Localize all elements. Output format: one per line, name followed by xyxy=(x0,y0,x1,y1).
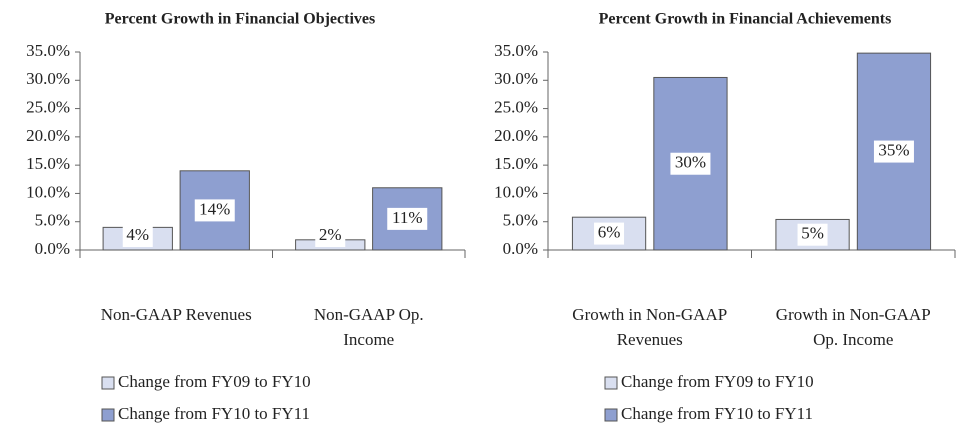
value-label: 14% xyxy=(199,199,230,218)
chart-title: Percent Growth in Financial Objectives xyxy=(105,11,375,28)
x-tick-label: Growth in Non-GAAP Revenues xyxy=(572,305,727,349)
legend-label: Change from FY10 to FY11 xyxy=(621,404,813,423)
y-tick-label: 0.0% xyxy=(503,239,538,258)
value-label: 35% xyxy=(878,140,909,159)
value-label-box xyxy=(122,225,153,247)
value-label: 2% xyxy=(319,225,342,244)
legend-label: Change from FY10 to FY11 xyxy=(118,404,310,423)
value-label-box xyxy=(797,223,828,246)
legend-swatch xyxy=(101,408,115,422)
y-tick-label: 20.0% xyxy=(26,126,70,145)
value-label-box xyxy=(194,199,235,222)
chart-title: Percent Growth in Financial Achievements xyxy=(599,11,892,28)
value-label: 4% xyxy=(126,225,149,244)
y-tick-label: 15.0% xyxy=(26,154,70,173)
y-tick-label: 5.0% xyxy=(503,211,538,230)
value-label: 30% xyxy=(675,153,706,172)
legend-swatch xyxy=(604,376,618,390)
value-label: 5% xyxy=(801,224,824,243)
y-tick-label: 5.0% xyxy=(35,211,70,230)
y-tick-label: 10.0% xyxy=(494,182,538,201)
value-label-box xyxy=(315,225,346,247)
y-tick-label: 25.0% xyxy=(494,97,538,116)
y-tick-label: 25.0% xyxy=(26,97,70,116)
legend-swatch xyxy=(101,376,115,390)
value-label-box xyxy=(387,207,428,230)
y-tick-label: 30.0% xyxy=(494,69,538,88)
legend-swatch xyxy=(604,408,618,422)
value-label-box xyxy=(670,152,711,175)
y-tick-label: 30.0% xyxy=(26,69,70,88)
x-tick-label: Non-GAAP Op. Income xyxy=(314,305,424,349)
y-tick-label: 20.0% xyxy=(494,126,538,145)
value-label: 6% xyxy=(598,223,621,242)
value-label: 11% xyxy=(392,208,423,227)
x-tick-label: Non-GAAP Revenues xyxy=(101,305,252,324)
y-tick-label: 15.0% xyxy=(494,154,538,173)
y-tick-label: 0.0% xyxy=(35,239,70,258)
y-tick-label: 35.0% xyxy=(494,41,538,60)
legend-label: Change from FY09 to FY10 xyxy=(621,372,814,391)
y-tick-label: 10.0% xyxy=(26,182,70,201)
x-tick-label: Growth in Non-GAAP Op. Income xyxy=(776,305,931,349)
y-tick-label: 35.0% xyxy=(26,41,70,60)
value-label-box xyxy=(873,140,914,163)
value-label-box xyxy=(594,222,625,245)
legend-label: Change from FY09 to FY10 xyxy=(118,372,311,391)
